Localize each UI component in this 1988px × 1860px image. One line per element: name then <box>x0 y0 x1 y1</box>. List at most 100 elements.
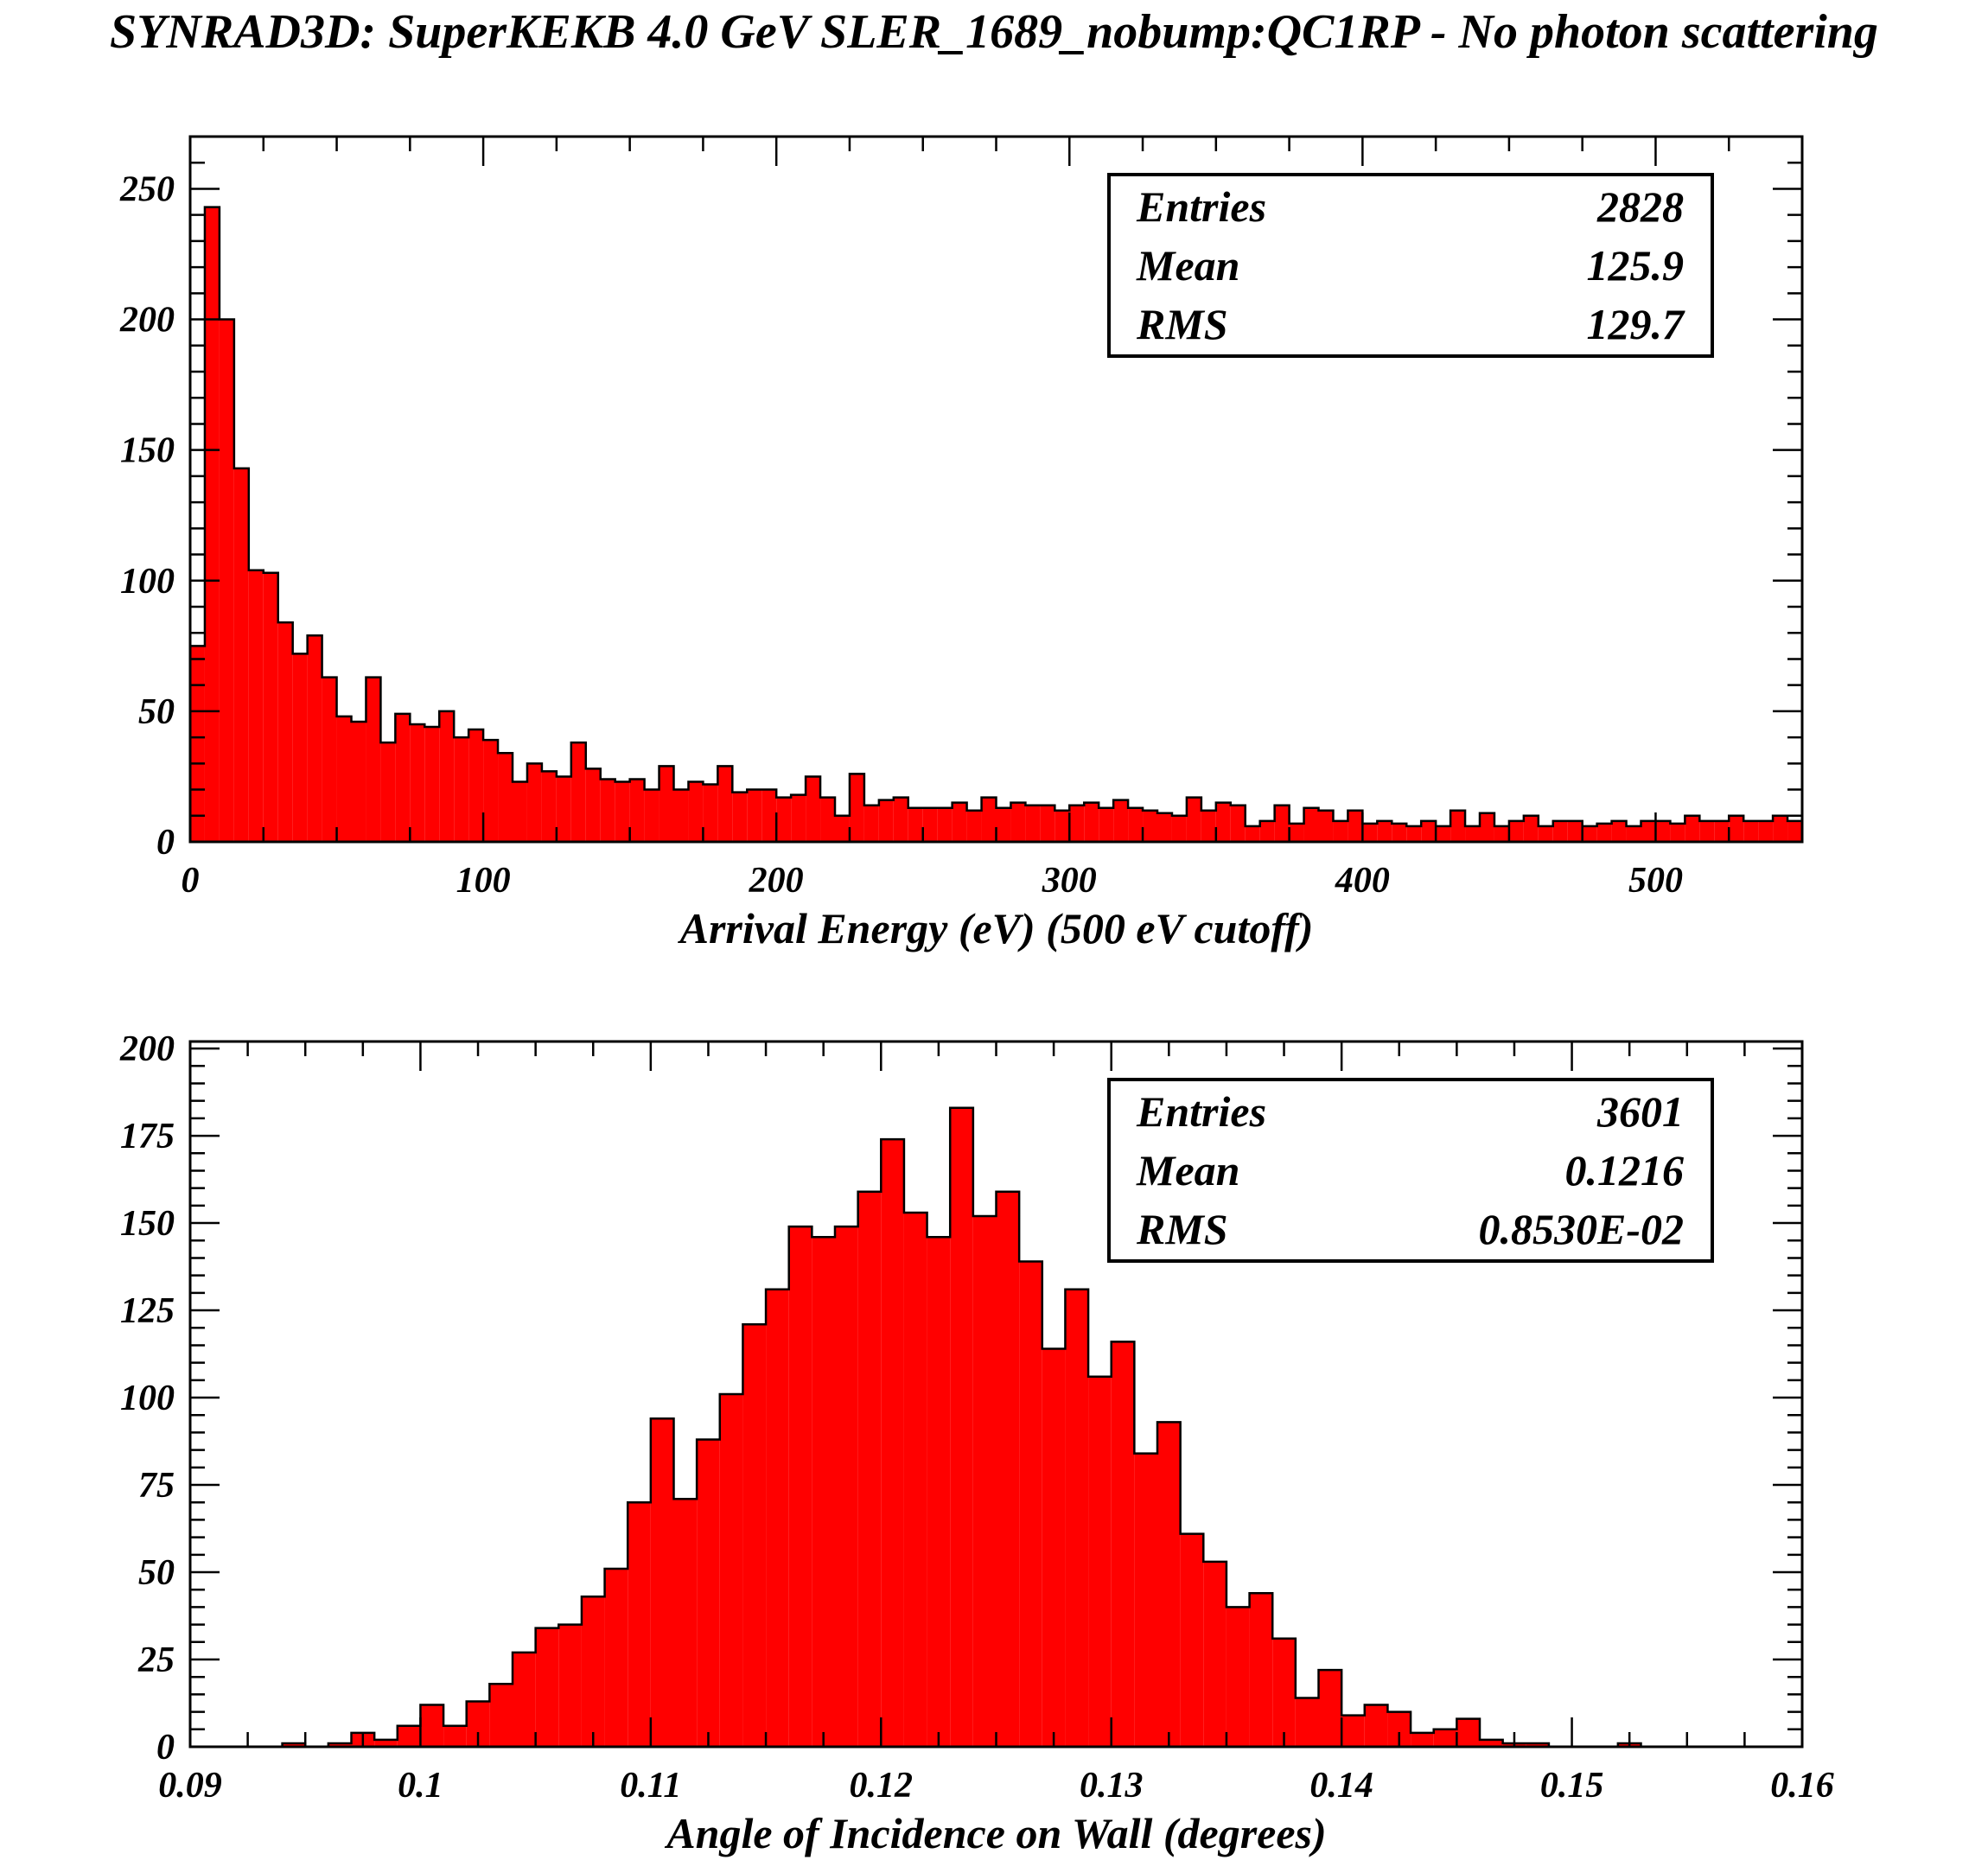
x-tick-label: 0.11 <box>620 1766 681 1806</box>
bottom-x-axis-label: Angle of Incidence on Wall (degrees) <box>664 1809 1326 1857</box>
angle-bar <box>1480 1739 1503 1747</box>
energy-bar <box>380 742 396 842</box>
energy-bar <box>483 740 499 842</box>
energy-bar <box>556 776 571 842</box>
angle-bar <box>650 1418 674 1747</box>
energy-bar <box>1421 820 1437 842</box>
bottom-stat-entries-label: Entries <box>1136 1087 1266 1136</box>
angle-bar <box>1157 1422 1181 1747</box>
y-tick-label: 200 <box>119 1029 175 1069</box>
energy-bar <box>908 807 923 842</box>
energy-bar <box>351 721 366 842</box>
angle-bar <box>835 1226 858 1747</box>
y-tick-label: 150 <box>120 431 175 471</box>
x-tick-label: 0.09 <box>158 1766 222 1806</box>
energy-bar <box>1289 823 1304 842</box>
angle-bar <box>1203 1561 1227 1747</box>
energy-bar <box>1025 805 1041 842</box>
energy-bar <box>644 789 659 842</box>
energy-bar <box>1596 823 1612 842</box>
angle-bar <box>950 1107 973 1747</box>
energy-bar <box>1655 820 1671 842</box>
energy-bar <box>1055 810 1070 842</box>
x-tick-label: 200 <box>749 861 804 901</box>
energy-bar <box>600 779 615 842</box>
x-tick-label: 0 <box>182 861 200 901</box>
y-tick-label: 50 <box>138 692 175 732</box>
energy-bar <box>1069 805 1085 842</box>
energy-bar <box>1494 825 1509 842</box>
energy-bar <box>1508 820 1524 842</box>
angle-bar <box>742 1324 767 1747</box>
angle-bar <box>927 1237 951 1747</box>
energy-bar <box>1787 820 1802 842</box>
angle-bar <box>604 1568 628 1747</box>
energy-bar <box>761 789 777 842</box>
energy-bar <box>1773 815 1788 842</box>
y-tick-label: 150 <box>120 1204 175 1244</box>
angle-bar <box>443 1725 467 1747</box>
energy-bar <box>424 727 440 842</box>
x-tick-label: 400 <box>1335 861 1390 901</box>
x-tick-label: 100 <box>456 861 511 901</box>
angle-bar <box>903 1212 927 1747</box>
energy-bar <box>454 737 469 842</box>
energy-bar <box>513 781 527 842</box>
angle-bar <box>766 1289 789 1747</box>
energy-outline <box>188 206 1804 842</box>
energy-bar <box>849 774 864 842</box>
energy-bar <box>1245 825 1260 842</box>
angle-bar <box>374 1739 398 1747</box>
angle-bar <box>420 1704 444 1747</box>
energy-bar <box>863 805 879 842</box>
energy-bar <box>292 653 308 842</box>
angle-bar <box>673 1499 698 1747</box>
energy-bar <box>277 622 293 842</box>
energy-bar <box>1099 807 1114 842</box>
energy-bar <box>395 713 411 842</box>
energy-bar <box>806 776 821 842</box>
energy-bar <box>1084 802 1099 842</box>
angle-bar <box>513 1652 536 1747</box>
energy-bar <box>1113 799 1129 842</box>
energy-bar <box>1729 815 1744 842</box>
y-tick-label: 0 <box>156 823 175 863</box>
x-tick-label: 300 <box>1042 861 1097 901</box>
energy-bar <box>1040 805 1055 842</box>
energy-bar <box>1230 805 1246 842</box>
angle-bar <box>1088 1376 1112 1747</box>
energy-bar <box>1010 802 1026 842</box>
energy-bar <box>1171 815 1187 842</box>
energy-bar <box>1215 802 1231 842</box>
bottom-stat-mean-value: 0.1216 <box>1565 1146 1685 1194</box>
energy-bar <box>1186 797 1201 842</box>
energy-bar <box>366 677 381 842</box>
angle-bar <box>857 1191 882 1747</box>
y-tick-label: 75 <box>138 1466 175 1506</box>
energy-bar <box>468 729 484 842</box>
top-stat-entries-label: Entries <box>1136 182 1266 231</box>
energy-bar <box>703 784 718 842</box>
angle-bar <box>1226 1607 1250 1747</box>
angle-bar <box>1456 1718 1480 1747</box>
bottom-stat-mean-label: Mean <box>1136 1146 1239 1194</box>
energy-bar <box>219 319 234 842</box>
energy-bar <box>1392 823 1407 842</box>
x-tick-label: 500 <box>1628 861 1683 901</box>
angle-bar <box>628 1502 651 1747</box>
energy-bar <box>439 710 455 842</box>
y-tick-label: 25 <box>137 1640 175 1680</box>
top-x-axis-label: Arrival Energy (eV) (500 eV cutoff) <box>678 904 1314 952</box>
energy-bar <box>893 797 908 842</box>
energy-bar <box>570 742 586 842</box>
energy-bar <box>1538 825 1553 842</box>
x-tick-label: 0.12 <box>850 1766 914 1806</box>
x-tick-label: 0.14 <box>1309 1766 1373 1806</box>
energy-bar <box>673 789 689 842</box>
angle-bar <box>489 1684 513 1747</box>
angle-bar <box>558 1624 582 1747</box>
energy-bar <box>307 635 322 842</box>
energy-bar <box>952 802 967 842</box>
energy-bar <box>1523 815 1539 842</box>
energy-bar <box>1143 810 1157 842</box>
